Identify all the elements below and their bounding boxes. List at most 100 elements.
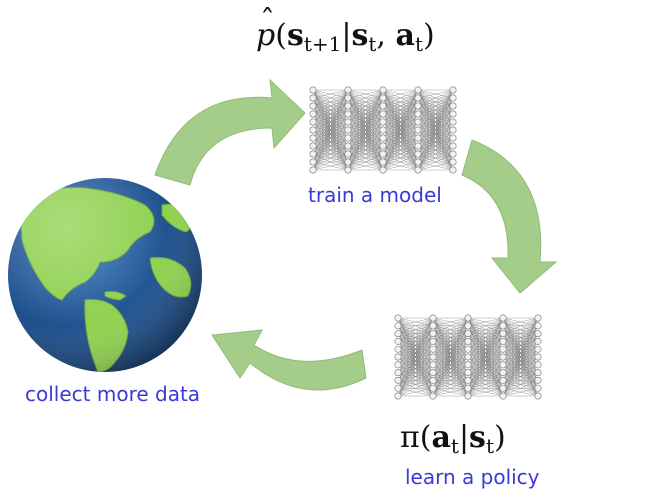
network-node (379, 126, 387, 134)
network-node (429, 345, 437, 353)
network-node (414, 86, 422, 94)
network-node (429, 392, 437, 400)
network-node (429, 376, 437, 384)
network-node (394, 314, 402, 322)
network-node (449, 94, 457, 102)
network-node (534, 392, 542, 400)
network-node (394, 330, 402, 338)
network-node (394, 392, 402, 400)
network-node (394, 345, 402, 353)
network-node (499, 314, 507, 322)
policy-formula: π(at|st) (400, 420, 506, 458)
network-node (394, 384, 402, 392)
state-symbol: s (469, 420, 486, 455)
network-node (449, 158, 457, 166)
network-node (464, 376, 472, 384)
network-node (344, 94, 352, 102)
earth-globe-icon (8, 178, 202, 372)
network-node (309, 142, 317, 150)
network-node (534, 361, 542, 369)
pi-symbol: π (400, 420, 420, 455)
network-node (534, 330, 542, 338)
network-node (464, 337, 472, 345)
network-node (429, 330, 437, 338)
network-node (449, 86, 457, 94)
action-subscript: t (414, 32, 423, 56)
network-node (429, 337, 437, 345)
network-node (379, 110, 387, 118)
network-node (534, 314, 542, 322)
network-node (534, 384, 542, 392)
network-node (414, 110, 422, 118)
state-next-symbol: s (286, 18, 304, 53)
network-node (499, 376, 507, 384)
collect-data-label: collect more data (25, 382, 201, 406)
formula-paren-close: ) (493, 420, 506, 455)
network-node (394, 337, 402, 345)
network-node (429, 384, 437, 392)
network-node (394, 322, 402, 330)
network-node (414, 126, 422, 134)
neural-network-icon-model (309, 86, 457, 174)
state-next-subscript: t+1 (303, 32, 342, 56)
network-node (414, 158, 422, 166)
network-node (499, 384, 507, 392)
network-node (309, 134, 317, 142)
network-node (499, 345, 507, 353)
network-node (449, 134, 457, 142)
network-node (414, 134, 422, 142)
network-node (449, 126, 457, 134)
network-edges (312, 89, 454, 171)
network-node (379, 158, 387, 166)
network-node (534, 369, 542, 377)
network-node (499, 330, 507, 338)
network-node (534, 322, 542, 330)
formula-comma: , (376, 18, 386, 53)
network-node (414, 102, 422, 110)
network-node (449, 102, 457, 110)
network-node (309, 158, 317, 166)
network-node (344, 110, 352, 118)
network-node (534, 337, 542, 345)
network-node (379, 86, 387, 94)
network-node (309, 94, 317, 102)
network-node (394, 361, 402, 369)
network-node (379, 102, 387, 110)
learn-policy-label: learn a policy (405, 465, 540, 489)
network-node (429, 314, 437, 322)
network-node (464, 384, 472, 392)
network-node (499, 353, 507, 361)
network-node (309, 110, 317, 118)
network-node (344, 142, 352, 150)
train-model-label: train a model (308, 183, 442, 207)
network-node (499, 392, 507, 400)
network-node (414, 118, 422, 126)
network-node (464, 330, 472, 338)
action-symbol: a (431, 420, 451, 455)
state-subscript: t (368, 32, 377, 56)
network-node (499, 337, 507, 345)
network-node (344, 166, 352, 174)
p-hat-symbol: p (256, 18, 275, 53)
state-symbol: s (351, 18, 369, 53)
formula-paren-open: ( (419, 420, 432, 455)
network-node (414, 94, 422, 102)
network-node (464, 345, 472, 353)
model-formula: p(st+1|st, at) (256, 18, 435, 56)
action-symbol: a (395, 18, 415, 53)
network-node (309, 166, 317, 174)
network-node (309, 126, 317, 134)
state-subscript: t (485, 434, 494, 458)
network-node (464, 392, 472, 400)
action-subscript: t (450, 434, 459, 458)
network-node (449, 166, 457, 174)
network-node (379, 150, 387, 158)
network-node (379, 94, 387, 102)
network-node (309, 118, 317, 126)
network-node (379, 166, 387, 174)
network-node (344, 134, 352, 142)
network-node (534, 353, 542, 361)
network-node (429, 353, 437, 361)
network-node (464, 361, 472, 369)
